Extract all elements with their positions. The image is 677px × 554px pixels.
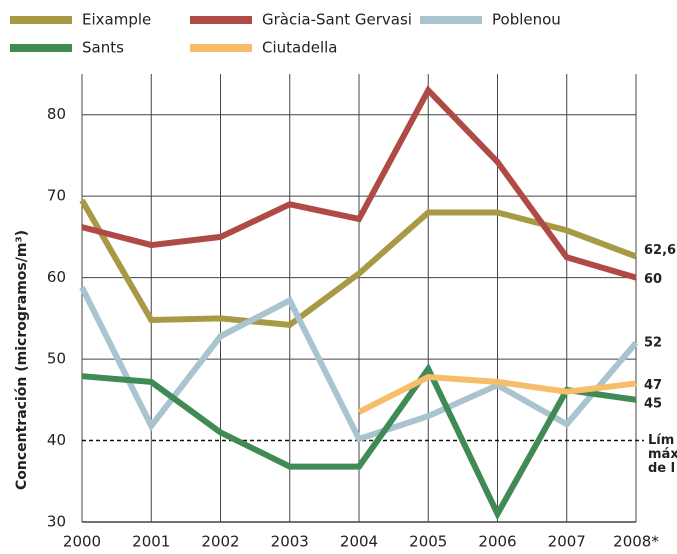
x-tick-label: 2005 — [409, 533, 447, 551]
legend-label: Sants — [82, 39, 124, 57]
x-tick-label: 2001 — [132, 533, 170, 551]
end-label: 45 — [644, 396, 662, 411]
x-tick-label: 2006 — [478, 533, 516, 551]
reference-label: de l — [648, 461, 675, 476]
legend-label: Ciutadella — [262, 39, 338, 57]
legend-label: Eixample — [82, 11, 151, 29]
x-tick-label: 2003 — [271, 533, 309, 551]
reference-label: Lím — [648, 433, 674, 448]
y-tick-label: 80 — [47, 105, 66, 123]
legend-label: Poblenou — [492, 11, 561, 29]
y-axis-label: Concentración (microgramos/m³) — [14, 230, 30, 490]
end-label: 52 — [644, 335, 662, 350]
y-tick-label: 60 — [47, 268, 66, 286]
end-label: 47 — [644, 378, 662, 393]
x-tick-label: 2007 — [548, 533, 586, 551]
x-tick-label: 2002 — [201, 533, 239, 551]
x-tick-label: 2004 — [340, 533, 378, 551]
x-tick-label: 2008* — [613, 533, 659, 551]
end-label: 62,6 — [644, 243, 676, 258]
legend-label: Gràcia-Sant Gervasi — [262, 11, 412, 29]
end-label: 60 — [644, 272, 662, 287]
y-tick-label: 70 — [47, 187, 66, 205]
x-tick-label: 2000 — [63, 533, 101, 551]
y-tick-label: 50 — [47, 350, 66, 368]
y-tick-label: 30 — [47, 513, 66, 531]
y-tick-label: 40 — [47, 431, 66, 449]
chart: Concentración (microgramos/m³) Eixample G… — [0, 0, 677, 554]
reference-label: máx — [648, 447, 677, 462]
